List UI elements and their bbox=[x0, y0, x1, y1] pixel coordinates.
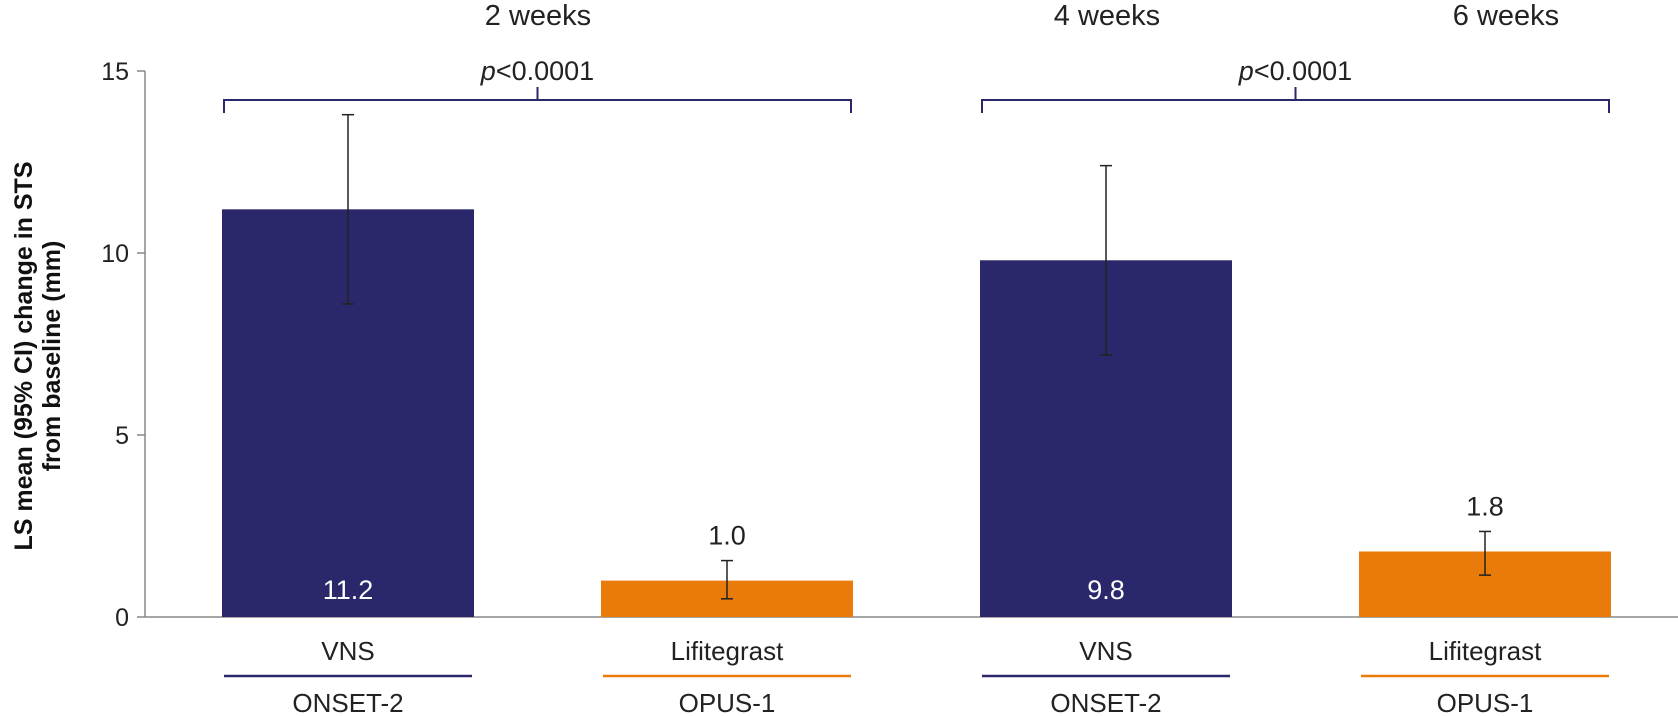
y-tick-label: 10 bbox=[101, 240, 129, 268]
bar-value-label: 9.8 bbox=[1087, 575, 1125, 605]
treatment-label: Lifitegrast bbox=[671, 636, 784, 666]
category-labels: VNS ONSET-2 Lifitegrast OPUS-1 VNS ONSET-2 Lif… bbox=[224, 636, 1609, 716]
study-label: OPUS-1 bbox=[679, 688, 776, 716]
significance-bracket: p<0.0001 bbox=[981, 56, 1610, 113]
bracket-line bbox=[223, 87, 852, 113]
p-value-symbol: p bbox=[1238, 56, 1254, 86]
treatment-label: Lifitegrast bbox=[1429, 636, 1542, 666]
treatment-label: VNS bbox=[321, 636, 374, 666]
y-tick-label: 0 bbox=[115, 604, 129, 632]
time-label: 4 weeks bbox=[1054, 0, 1160, 32]
p-value-number: <0.0001 bbox=[496, 56, 594, 86]
time-label: 6 weeks bbox=[1453, 0, 1559, 32]
p-value-number: <0.0001 bbox=[1254, 56, 1352, 86]
study-label: OPUS-1 bbox=[1437, 688, 1534, 716]
p-value-label: p<0.0001 bbox=[480, 56, 594, 86]
treatment-label: VNS bbox=[1079, 636, 1132, 666]
y-axis-title: LS mean (95% CI) change in STS from base… bbox=[10, 162, 66, 551]
y-tick-label: 15 bbox=[101, 58, 129, 86]
study-label: ONSET-2 bbox=[292, 688, 403, 716]
study-label: ONSET-2 bbox=[1050, 688, 1161, 716]
y-tick-label: 5 bbox=[115, 422, 129, 450]
p-value-symbol: p bbox=[480, 56, 496, 86]
significance-bracket: p<0.0001 bbox=[223, 56, 852, 113]
significance-brackets: p<0.0001 p<0.0001 bbox=[223, 56, 1610, 113]
time-labels: 2 weeks 4 weeks 6 weeks bbox=[485, 0, 1559, 32]
time-label: 2 weeks bbox=[485, 0, 591, 32]
bars: 11.2 1.0 9.8 1.8 bbox=[222, 113, 1611, 617]
bar-value-label: 1.8 bbox=[1466, 491, 1504, 521]
y-axis-title-line-2: from baseline (mm) bbox=[38, 241, 66, 472]
bracket-line bbox=[981, 87, 1610, 113]
bar-value-label: 11.2 bbox=[323, 575, 374, 605]
y-axis-title-line-1: LS mean (95% CI) change in STS bbox=[10, 162, 38, 551]
p-value-label: p<0.0001 bbox=[1238, 56, 1352, 86]
bar-value-label: 1.0 bbox=[708, 521, 746, 551]
